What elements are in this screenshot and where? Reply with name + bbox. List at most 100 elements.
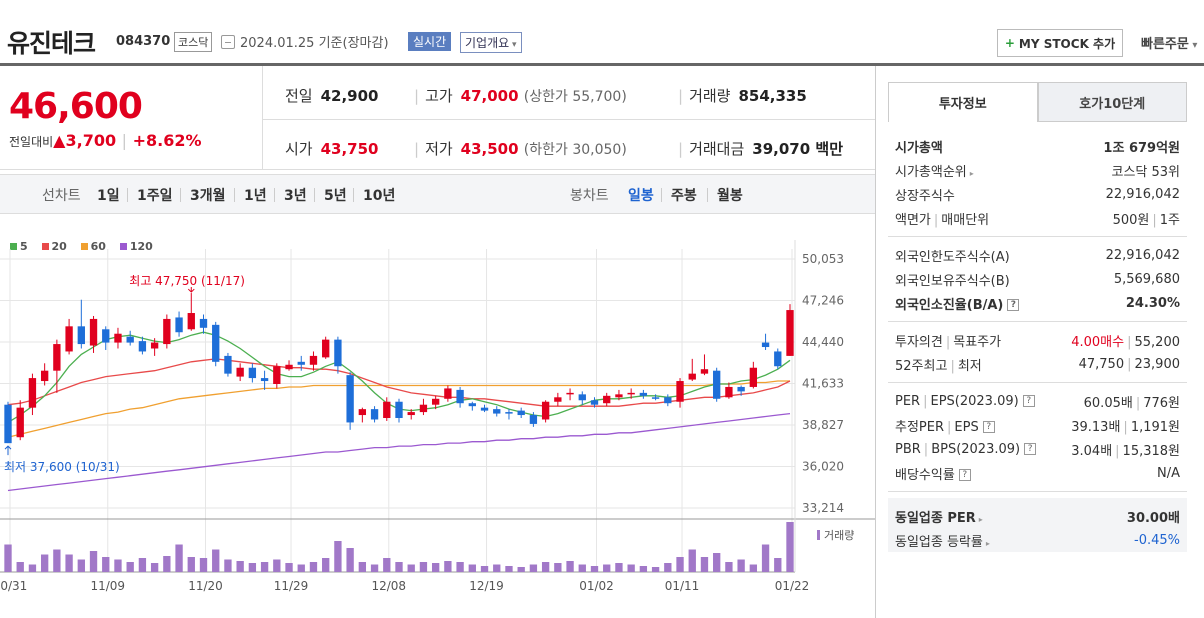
- value: 500원 | 1주: [1113, 209, 1180, 228]
- candle-chart-label: 봉차트: [570, 188, 609, 204]
- help-icon[interactable]: ?: [1024, 443, 1037, 455]
- candle-body: [248, 367, 257, 379]
- value: 60.05배 | 776원: [1084, 392, 1180, 411]
- stat-prev: 전일 42,900: [285, 85, 379, 106]
- candle-body: [102, 329, 110, 343]
- candle-body: [322, 339, 330, 358]
- change-value: 3,700: [65, 131, 117, 150]
- help-icon[interactable]: ?: [1022, 395, 1035, 407]
- candle-body: [664, 397, 672, 404]
- value: 39.13배 | 1,191원: [1071, 416, 1180, 435]
- period-3y[interactable]: 3년: [284, 188, 307, 204]
- candle-body: [309, 355, 318, 365]
- divider: [262, 66, 263, 170]
- y-tick-label: 41,633: [802, 377, 844, 391]
- my-stock-label: MY STOCK 추가: [1018, 36, 1116, 51]
- volume-bar: [627, 564, 635, 572]
- volume-bar: [725, 562, 733, 572]
- divider: [234, 188, 235, 202]
- candle-body: [688, 373, 696, 380]
- value: 22,916,042: [1105, 186, 1180, 202]
- divider: [180, 188, 181, 202]
- sector-box: 동일업종 PER ▸ 30.00배 동일업종 등락률 ▸ -0.45%: [888, 498, 1187, 552]
- up-arrow-icon: ▲: [53, 131, 66, 150]
- label-text: 외국인소진율(B/A): [895, 297, 1004, 313]
- help-icon[interactable]: ?: [958, 469, 971, 481]
- candle-body: [480, 407, 489, 411]
- price-change: 전일대비▲3,700 | +8.62%: [9, 131, 202, 150]
- my-stock-add-button[interactable]: + MY STOCK 추가: [997, 29, 1123, 57]
- tab-invest-info[interactable]: 투자정보: [888, 82, 1038, 122]
- candle-body: [493, 409, 501, 414]
- candle-weekly[interactable]: 주봉: [671, 188, 697, 204]
- volume-bar: [505, 566, 513, 572]
- value-text: 15,318원: [1122, 443, 1180, 459]
- stock-name: 유진테크: [7, 29, 96, 58]
- help-icon[interactable]: ?: [1007, 299, 1020, 311]
- value: 47,750 | 23,900: [1079, 357, 1180, 372]
- candle-body: [713, 370, 721, 399]
- stat-value: 43,750: [320, 140, 379, 158]
- x-tick-label: 01/11: [665, 579, 700, 593]
- candle-daily[interactable]: 일봉: [628, 188, 654, 204]
- candle-body: [590, 400, 599, 405]
- candle-body: [419, 404, 428, 413]
- row-sector-per[interactable]: 동일업종 PER ▸ 30.00배: [888, 504, 1187, 528]
- period-1d[interactable]: 1일: [97, 188, 120, 204]
- volume-bar: [53, 549, 61, 572]
- period-10y[interactable]: 10년: [363, 188, 396, 204]
- volume-bar: [529, 564, 538, 572]
- plus-icon: +: [1004, 36, 1015, 50]
- period-3m[interactable]: 3개월: [190, 188, 226, 204]
- value: 30.00배: [1126, 510, 1180, 526]
- volume-bar: [407, 564, 415, 572]
- candle-body: [114, 333, 122, 343]
- row-eper: 추정PER | EPS? 39.13배 | 1,191원: [888, 413, 1187, 437]
- stat-value: 43,500: [460, 140, 519, 158]
- label-text: 매매단위: [941, 212, 990, 228]
- volume-bar: [444, 561, 452, 572]
- label: 투자의견 | 목표주가: [895, 331, 1001, 350]
- row-opinion: 투자의견 | 목표주가 4.00매수 | 55,200: [888, 328, 1187, 352]
- volume-bar: [89, 551, 98, 572]
- company-overview-dropdown[interactable]: 기업개요 ▾: [460, 32, 522, 53]
- label: 시가총액순위 ▸: [895, 161, 974, 180]
- row-sector-rate[interactable]: 동일업종 등락률 ▸ -0.45%: [888, 528, 1187, 552]
- candle-body: [639, 392, 648, 396]
- label-text: EPS: [954, 419, 979, 435]
- candle-body: [53, 344, 61, 371]
- volume-bar: [749, 564, 758, 572]
- x-tick-label: 10/31: [0, 579, 27, 593]
- calendar-icon: [221, 35, 235, 49]
- caret-right-icon: ▸: [978, 514, 983, 524]
- row-mcap-rank[interactable]: 시가총액순위 ▸ 코스닥 53위: [888, 158, 1187, 182]
- invest-info-table: 시가총액 1조 679억원 시가총액순위 ▸ 코스닥 53위 상장주식수 22,916,…: [888, 134, 1187, 552]
- divider: [888, 491, 1187, 492]
- volume-bar: [786, 522, 794, 572]
- volume-bar: [737, 559, 745, 572]
- period-1y[interactable]: 1년: [244, 188, 267, 204]
- divider: |: [1152, 212, 1157, 228]
- candle-body: [676, 381, 684, 402]
- help-icon[interactable]: ?: [982, 421, 995, 433]
- annotation-high: 최고 47,750 (11/17): [129, 274, 245, 288]
- tab-orderbook[interactable]: 호가10단계: [1037, 82, 1187, 122]
- candle-body: [603, 395, 611, 404]
- realtime-button[interactable]: 실시간: [408, 32, 452, 51]
- period-5y[interactable]: 5년: [324, 188, 347, 204]
- period-1w[interactable]: 1주일: [137, 188, 173, 204]
- candle-body: [77, 326, 85, 345]
- volume-bar: [554, 563, 562, 572]
- candle-body: [346, 375, 354, 423]
- volume-bar: [761, 544, 770, 572]
- candle-monthly[interactable]: 월봉: [717, 188, 743, 204]
- ma-line-120: [7, 412, 791, 492]
- stat-volume: | 거래량 854,335: [678, 85, 807, 106]
- price-chart[interactable]: 50,053 47,246 44,440 41,633 38,827 36,020 33,2…: [0, 240, 875, 600]
- value-text: 1,191원: [1130, 419, 1180, 435]
- candle-body: [774, 351, 782, 367]
- value: -0.45%: [1134, 532, 1180, 548]
- candle-body: [358, 409, 367, 416]
- quick-order-button[interactable]: 빠른주문 ▾: [1141, 33, 1197, 52]
- stat-low: | 저가 43,500 (하한가 30,050): [414, 138, 627, 159]
